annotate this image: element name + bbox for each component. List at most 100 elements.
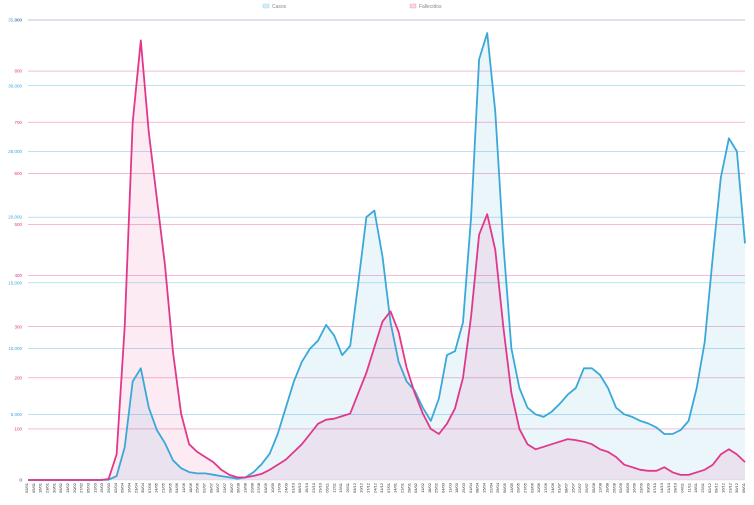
xtick-label-18: 07/05	[147, 482, 152, 493]
xtick-label-102: 16/12	[721, 482, 726, 493]
xtick-label-32: 13/08	[243, 482, 248, 493]
xtick-label-72: 20/05	[516, 482, 521, 493]
area-layer	[28, 33, 745, 481]
xtick-label-2: 16/01	[38, 482, 43, 493]
xtick-label-19: 14/05	[154, 482, 159, 493]
xtick-label-90: 23/09	[639, 482, 644, 493]
xtick-label-49: 10/12	[359, 482, 364, 493]
xtick-label-41: 15/10	[304, 482, 309, 493]
xtick-label-91: 30/09	[645, 482, 650, 493]
xtick-label-46: 19/11	[338, 482, 343, 492]
ytick-label-deaths-4: 400	[14, 273, 22, 278]
xtick-label-3: 23/01	[45, 482, 50, 493]
ytick-label-deaths-6: 600	[14, 171, 22, 176]
series-area-0	[28, 33, 745, 480]
xtick-label-89: 16/09	[632, 482, 637, 493]
xtick-label-92: 07/10	[652, 482, 657, 493]
xtick-label-10: 12/03	[92, 482, 97, 493]
xtick-label-28: 16/07	[215, 482, 220, 493]
legend: Casos Fallecidos	[262, 3, 442, 10]
ytick-label-cases-2: 10,000	[8, 346, 22, 351]
xtick-label-79: 08/07	[564, 482, 569, 493]
xtick-label-40: 08/10	[297, 482, 302, 493]
ytick-label-cases-0: 0	[19, 478, 22, 483]
xtick-label-44: 05/11	[325, 482, 330, 492]
xtick-label-6: 13/02	[65, 482, 70, 493]
xtick-label-55: 21/01	[400, 482, 405, 493]
xtick-label-60: 25/02	[434, 482, 439, 493]
ytick-label-cases-6: 30,000	[8, 83, 22, 88]
xtick-label-1: 09/01	[31, 482, 36, 493]
xtick-label-37: 17/09	[277, 482, 282, 493]
legend-swatch-0	[262, 3, 270, 9]
xtick-label-34: 27/08	[256, 482, 261, 493]
xtick-label-38: 24/09	[284, 482, 289, 493]
xtick-label-29: 23/07	[222, 482, 227, 493]
xtick-label-26: 02/07	[202, 482, 207, 493]
xtick-label-82: 29/07	[584, 482, 589, 493]
xtick-label-11: 19/03	[99, 482, 104, 493]
xtick-label-13: 02/04	[113, 482, 118, 493]
xtick-label-45: 12/11	[331, 482, 336, 492]
legend-label-0: Casos	[272, 4, 287, 10]
xtick-label-15: 16/04	[126, 482, 131, 493]
ytick-label-cases-1: 5,000	[11, 412, 23, 417]
xtick-label-35: 03/09	[263, 482, 268, 493]
xtick-label-100: 02/12	[707, 482, 712, 493]
xtick-label-73: 27/05	[523, 482, 528, 493]
xtick-label-33: 20/08	[249, 482, 254, 493]
ytick-label-deaths-7: 700	[14, 120, 22, 125]
xtick-label-43: 29/10	[318, 482, 323, 493]
xtick-label-103: 23/12	[727, 482, 732, 493]
ytick-label-deaths-1: 100	[14, 426, 22, 431]
xtick-label-58: 11/02	[420, 482, 425, 492]
xtick-label-86: 26/08	[611, 482, 616, 493]
ytick-label-deaths-2: 200	[14, 375, 22, 380]
xtick-label-56: 28/01	[406, 482, 411, 493]
legend-swatch-1	[409, 3, 417, 9]
xtick-label-87: 02/09	[618, 482, 623, 493]
xtick-label-78: 01/07	[557, 482, 562, 493]
xtick-label-36: 10/09	[270, 482, 275, 493]
xtick-label-48: 03/12	[352, 482, 357, 493]
series-line-1	[28, 39, 746, 481]
xtick-label-7: 20/02	[72, 482, 77, 493]
xtick-label-21: 28/05	[167, 482, 172, 493]
xtick-label-93: 14/10	[659, 482, 664, 493]
xtick-label-25: 25/06	[195, 482, 200, 493]
xtick-label-12: 26/03	[106, 482, 111, 493]
xtick-label-61: 04/03	[441, 482, 446, 493]
xtick-label-0: 02/01	[24, 482, 29, 493]
line-layer	[28, 32, 746, 481]
xtick-label-65: 01/04	[468, 482, 473, 493]
xtick-label-27: 09/07	[208, 482, 213, 493]
xtick-label-104: 30/12	[734, 482, 739, 493]
xtick-label-84: 12/08	[598, 482, 603, 493]
ytick-label-cases-7: 35,000	[8, 18, 22, 23]
xtick-label-101: 09/12	[714, 482, 719, 493]
xtick-label-59: 18/02	[427, 482, 432, 493]
xtick-label-62: 11/03	[447, 482, 452, 492]
xtick-label-53: 07/01	[386, 482, 391, 493]
xtick-label-14: 09/04	[120, 482, 125, 493]
xtick-label-68: 22/04	[488, 482, 493, 493]
xtick-label-74: 03/06	[529, 482, 534, 493]
xtick-label-96: 04/11	[680, 482, 685, 492]
xtick-label-69: 29/04	[495, 482, 500, 493]
xtick-label-75: 10/06	[536, 482, 541, 493]
series-line-0	[28, 32, 746, 481]
xtick-label-76: 17/06	[543, 482, 548, 493]
xtick-label-63: 18/03	[454, 482, 459, 493]
xtick-label-52: 31/12	[379, 482, 384, 493]
xtick-label-47: 26/11	[345, 482, 350, 492]
xtick-label-77: 24/06	[550, 482, 555, 493]
xtick-label-17: 30/04	[140, 482, 145, 493]
xtick-label-54: 14/01	[393, 482, 398, 493]
tick-layer: 010020030040050060070080090005,00010,000…	[8, 18, 746, 493]
xtick-label-51: 24/12	[372, 482, 377, 493]
xtick-label-20: 21/05	[161, 482, 166, 493]
ytick-label-deaths-9: 900	[14, 18, 22, 23]
xtick-label-31: 06/08	[236, 482, 241, 493]
